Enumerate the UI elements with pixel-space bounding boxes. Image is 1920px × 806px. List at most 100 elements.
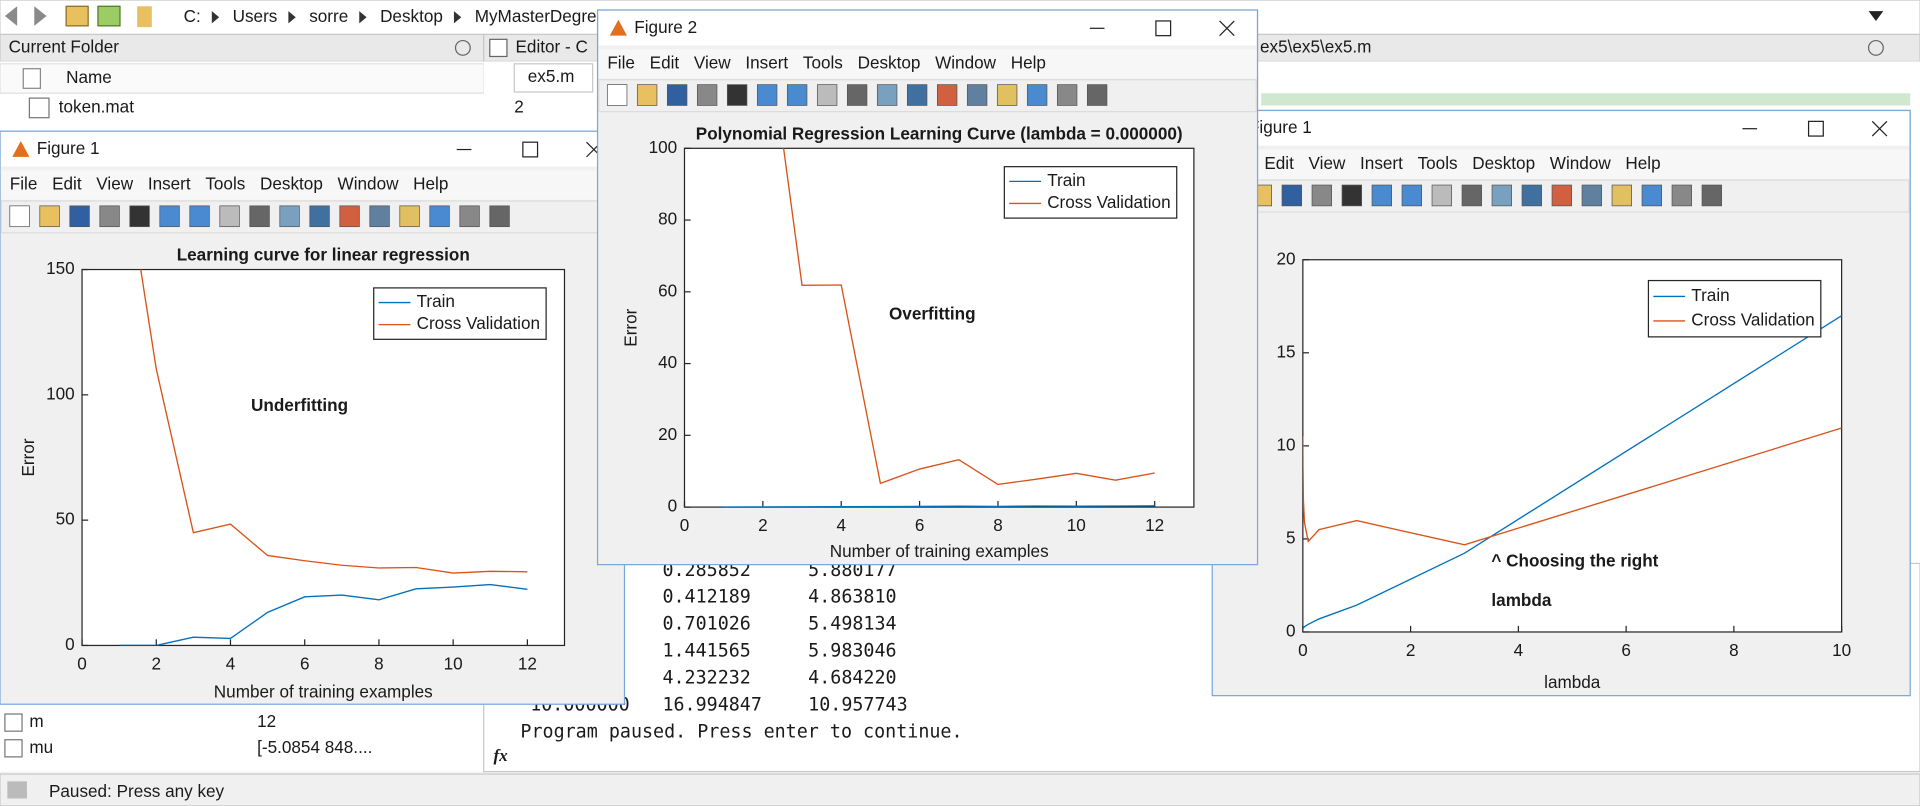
toolbar-button[interactable] [1461,184,1482,207]
toolbar-button[interactable] [369,205,390,228]
path-crumb[interactable]: sorre [309,6,348,26]
folder-up-button[interactable] [65,5,89,27]
toolbar-button[interactable] [339,205,360,228]
toolbar-button[interactable] [1611,184,1632,207]
toolbar-button[interactable] [69,205,90,228]
toolbar-button[interactable] [1581,184,1602,207]
toolbar-button[interactable] [1431,184,1452,207]
toolbar-button[interactable] [429,205,450,228]
menu-item[interactable]: Edit [1264,153,1294,173]
menu-item[interactable]: File [10,174,38,194]
toolbar-button[interactable] [279,205,300,228]
toolbar-button[interactable] [219,205,240,228]
toolbar-button[interactable] [1401,184,1422,207]
toolbar-button[interactable] [996,84,1018,106]
toolbar-button[interactable] [786,84,808,106]
command-output: 5.498134 [808,614,896,635]
close-button[interactable] [1871,120,1888,137]
toolbar-button[interactable] [1551,184,1572,207]
toolbar-button[interactable] [99,205,120,228]
menu-item[interactable]: Edit [52,174,82,194]
menu-item[interactable]: Desktop [858,52,921,72]
close-button[interactable] [1219,20,1235,37]
dropdown[interactable] [1868,11,1884,21]
window-title: Figure 2 [634,17,697,37]
menu-item[interactable]: View [694,52,731,72]
toolbar-button[interactable] [876,84,898,106]
menu-item[interactable]: Insert [148,174,191,194]
toolbar-button[interactable] [906,84,928,106]
path-crumb[interactable]: C: [184,6,201,26]
var-icon [4,713,23,732]
toolbar-button[interactable] [666,84,688,106]
toolbar-button[interactable] [399,205,420,228]
path-crumb[interactable]: Desktop [380,6,443,26]
menu-item[interactable]: Desktop [260,174,323,194]
toolbar-button[interactable] [606,84,628,106]
toolbar-button[interactable] [1641,184,1662,207]
menu-item[interactable]: Window [1550,153,1612,173]
menu-item[interactable]: Tools [1418,153,1458,173]
toolbar-button[interactable] [816,84,838,106]
toolbar-button[interactable] [1371,184,1392,207]
menu-item[interactable]: Help [1011,52,1046,72]
toolbar-button[interactable] [1026,84,1048,106]
menu-item[interactable]: View [1309,153,1346,173]
toolbar-button[interactable] [636,84,658,106]
toolbar-button[interactable] [726,84,748,106]
toolbar-button[interactable] [9,205,30,228]
toolbar-button[interactable] [846,84,868,106]
path-crumb[interactable]: Users [233,6,278,26]
toolbar-button[interactable] [249,205,270,228]
forward-button[interactable] [34,6,47,26]
menu-item[interactable]: Insert [745,52,788,72]
menu-item[interactable]: Tools [205,174,245,194]
menu-item[interactable]: Window [338,174,400,194]
menu-item[interactable]: File [607,52,635,72]
series-line [723,505,1155,508]
toolbar-button[interactable] [189,205,210,228]
maximize-button[interactable] [522,141,539,158]
back-button[interactable] [4,6,18,26]
toolbar-button[interactable] [129,205,150,228]
toolbar-button[interactable] [696,84,718,106]
menu-item[interactable]: Insert [1360,153,1403,173]
toolbar-button[interactable] [1521,184,1542,207]
toolbar-button[interactable] [309,205,330,228]
chart-title: Learning curve for linear regression [177,245,470,265]
menu-item[interactable]: Desktop [1472,153,1535,173]
toolbar-button[interactable] [1341,184,1362,207]
maximize-button[interactable] [1807,120,1824,137]
menu-item[interactable]: Window [935,52,997,72]
editor-tab[interactable] [513,63,594,93]
toolbar-button[interactable] [1491,184,1512,207]
menu-item[interactable]: Help [1625,153,1660,173]
toolbar-button[interactable] [1671,184,1692,207]
toolbar-button[interactable] [1086,84,1108,106]
x-tick-label: 0 [77,654,87,674]
panel-menu[interactable] [454,39,471,56]
toolbar-button[interactable] [1281,184,1302,207]
menu-item[interactable]: Help [413,174,448,194]
browse-button[interactable] [97,5,121,27]
path-crumb[interactable]: MyMasterDegre [475,6,597,26]
toolbar-button[interactable] [39,205,60,228]
toolbar-button[interactable] [489,205,510,228]
tab-label[interactable]: ex5.m [528,66,575,86]
menu-item[interactable]: View [96,174,133,194]
file-name[interactable]: token.mat [59,96,134,116]
toolbar-button[interactable] [1701,184,1722,207]
menu-item[interactable]: Tools [803,52,843,72]
toolbar-button[interactable] [966,84,988,106]
maximize-button[interactable] [1155,20,1172,37]
toolbar-button[interactable] [936,84,958,106]
toolbar-button[interactable] [159,205,180,228]
legend-box [373,287,547,340]
editor-menu[interactable] [1867,39,1884,56]
toolbar-button[interactable] [1056,84,1078,106]
menu-item[interactable]: Edit [650,52,680,72]
toolbar-button[interactable] [756,84,778,106]
toolbar-button[interactable] [1311,184,1332,207]
toolbar-button[interactable] [459,205,480,228]
chart-title: Polynomial Regression Learning Curve (la… [696,123,1183,143]
